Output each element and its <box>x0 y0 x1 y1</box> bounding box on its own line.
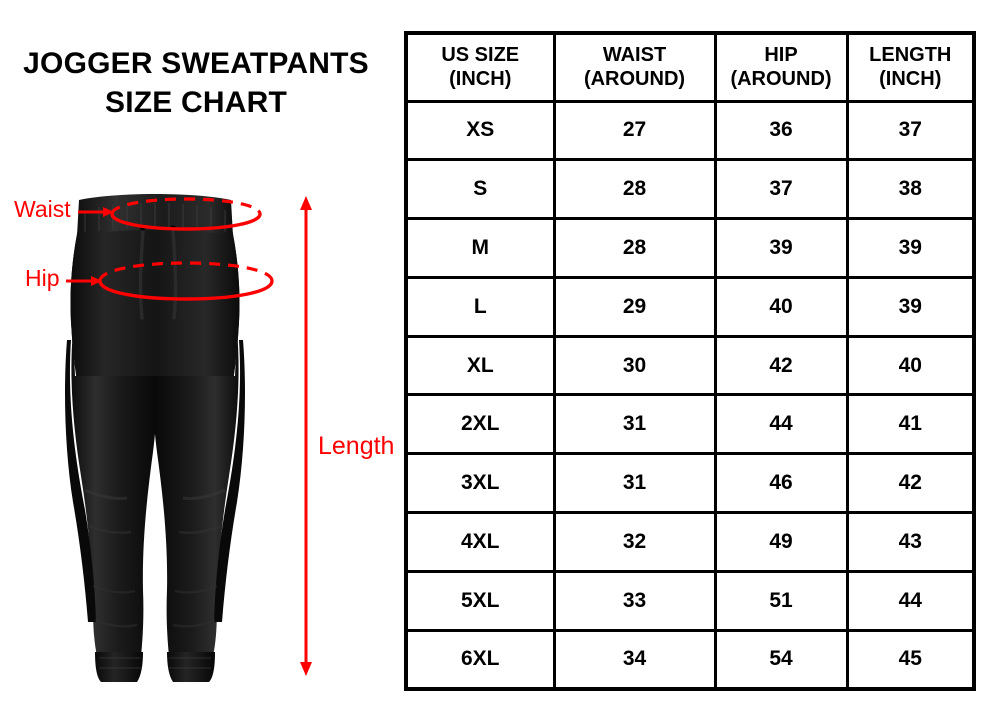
cell-size: 4XL <box>404 511 556 573</box>
table-row: L 29 40 39 <box>404 275 976 338</box>
cell-size: S <box>404 158 556 221</box>
cell-hip: 37 <box>713 158 849 221</box>
cell-hip: 42 <box>713 334 849 397</box>
cell-size: 3XL <box>404 452 556 515</box>
size-table-body: XS 27 36 37 S 28 37 38 M 28 39 39 <box>404 99 976 691</box>
table-row: 6XL 34 54 45 <box>404 628 976 691</box>
left-cuff <box>95 652 143 682</box>
column-header-waist-line-2: (AROUND) <box>583 68 686 91</box>
left-leg <box>71 330 157 656</box>
cell-size: 6XL <box>404 628 556 691</box>
column-header-length-line-2: (INCH) <box>879 68 942 91</box>
column-header-us-size-line-2: (INCH) <box>449 68 512 91</box>
cell-length: 38 <box>845 158 976 221</box>
cuff-ribbing <box>99 657 211 669</box>
cell-size: XL <box>404 334 556 397</box>
cell-length: 42 <box>845 452 976 515</box>
size-table-container: US SIZE (INCH) WAIST (AROUND) HIP (AROUN… <box>404 31 976 691</box>
cell-size: M <box>404 217 556 279</box>
jogger-sweatpants-illustration <box>55 190 285 685</box>
column-header-hip-line-1: HIP <box>764 43 798 66</box>
cell-length: 43 <box>845 511 976 573</box>
column-header-length: LENGTH (INCH) <box>845 31 976 103</box>
cell-waist: 28 <box>552 217 717 279</box>
cell-waist: 29 <box>552 275 717 338</box>
column-header-length-line-1: LENGTH <box>869 43 952 66</box>
column-header-us-size-line-1: US SIZE <box>441 43 520 66</box>
cell-hip: 49 <box>713 511 849 573</box>
column-header-waist-line-1: WAIST <box>602 43 667 66</box>
cell-length: 37 <box>845 99 976 162</box>
cell-length: 41 <box>845 393 976 456</box>
column-header-waist: WAIST (AROUND) <box>552 31 717 103</box>
cell-hip: 39 <box>713 217 849 279</box>
column-header-hip: HIP (AROUND) <box>713 31 849 103</box>
table-row: 5XL 33 51 44 <box>404 569 976 632</box>
cell-waist: 34 <box>552 628 717 691</box>
illustration-panel: JOGGER SWEATPANTS SIZE CHART <box>0 0 400 705</box>
cell-length: 39 <box>845 217 976 279</box>
table-header-row: US SIZE (INCH) WAIST (AROUND) HIP (AROUN… <box>404 31 976 103</box>
cell-waist: 31 <box>552 393 717 456</box>
hip-label: Hip <box>25 265 60 291</box>
cell-hip: 51 <box>713 569 849 632</box>
table-row: 4XL 32 49 43 <box>404 511 976 573</box>
table-row: 3XL 31 46 42 <box>404 452 976 515</box>
size-chart-table: US SIZE (INCH) WAIST (AROUND) HIP (AROUN… <box>404 31 976 691</box>
cell-waist: 31 <box>552 452 717 515</box>
page-title-line-1: JOGGER SWEATPANTS <box>23 47 369 80</box>
length-arrow <box>300 196 312 676</box>
cell-waist: 28 <box>552 158 717 221</box>
cell-length: 45 <box>845 628 976 691</box>
cell-hip: 44 <box>713 393 849 456</box>
table-row: M 28 39 39 <box>404 217 976 279</box>
cell-waist: 30 <box>552 334 717 397</box>
cell-waist: 27 <box>552 99 717 162</box>
cell-size: L <box>404 275 556 338</box>
table-row: 2XL 31 44 41 <box>404 393 976 456</box>
cell-hip: 54 <box>713 628 849 691</box>
page-title-line-2: SIZE CHART <box>105 86 287 119</box>
table-row: XL 30 42 40 <box>404 334 976 397</box>
cell-size: XS <box>404 99 556 162</box>
table-row: XS 27 36 37 <box>404 99 976 162</box>
column-header-hip-line-2: (AROUND) <box>730 68 832 91</box>
fabric-folds <box>84 488 226 628</box>
length-label: Length <box>318 432 395 460</box>
column-header-us-size: US SIZE (INCH) <box>404 31 556 103</box>
table-row: S 28 37 38 <box>404 158 976 221</box>
right-leg <box>153 330 239 656</box>
cell-hip: 46 <box>713 452 849 515</box>
page-title: JOGGER SWEATPANTS SIZE CHART <box>0 44 392 122</box>
cell-length: 40 <box>845 334 976 397</box>
cell-length: 39 <box>845 275 976 338</box>
cell-hip: 36 <box>713 99 849 162</box>
cell-size: 2XL <box>404 393 556 456</box>
cell-waist: 32 <box>552 511 717 573</box>
right-cuff <box>167 652 215 682</box>
cell-waist: 33 <box>552 569 717 632</box>
cell-size: 5XL <box>404 569 556 632</box>
cell-length: 44 <box>845 569 976 632</box>
waist-label: Waist <box>14 196 71 222</box>
cell-hip: 40 <box>713 275 849 338</box>
